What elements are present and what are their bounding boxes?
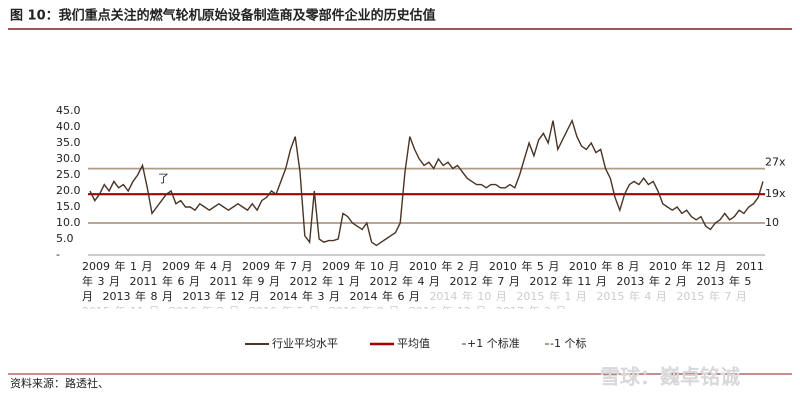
reference-label: 27x	[765, 156, 786, 169]
x-tick-label: 2009 年 7 月	[241, 260, 313, 273]
y-tick-label: 40.0	[56, 120, 81, 133]
y-tick-label: 5.0	[56, 232, 74, 245]
legend-label: -1 个标	[550, 336, 586, 350]
y-tick-label: 45.0	[56, 104, 81, 117]
x-tick-label: 2016 年 5 月	[249, 305, 319, 309]
x-tick-label: 2011 年 9 月	[209, 275, 280, 288]
x-tick-label: 2012 年 4 月	[369, 275, 440, 288]
legend-label: +1 个标准	[467, 336, 520, 350]
x-tick-label: 2015 年 11 月	[82, 305, 159, 309]
x-tick-label: 2010 年 5 月	[488, 260, 560, 273]
y-tick-label: 10.0	[56, 216, 81, 229]
source: 资料来源：路透社、	[10, 376, 109, 390]
y-tick-label: 35.0	[56, 136, 81, 149]
x-tick-label: 2011 年 3 月	[82, 260, 764, 288]
legend-label: 平均值	[397, 337, 430, 350]
x-tick-label: 2015 年 4 月	[596, 290, 667, 303]
x-tick-label: 2009 年 4 月	[161, 260, 233, 273]
x-tick-label: 2009 年 10 月	[321, 260, 400, 273]
y-tick-label: -	[56, 248, 60, 261]
x-tick-label: 2014 年 6 月	[349, 290, 420, 303]
x-tick-label: 2016 年 12 月	[409, 305, 486, 309]
x-tick-label: 2016 年 2 月	[169, 305, 239, 309]
x-tick-label: 2014 年 10 月	[429, 290, 507, 303]
x-tick-label: 2010 年 12 月	[648, 260, 727, 273]
watermark: 雪球：巍卓铭诚	[600, 365, 740, 389]
y-tick-label: 25.0	[56, 168, 81, 181]
x-tick-label: 2014 年 3 月	[269, 290, 340, 303]
reference-label: 10	[765, 216, 779, 229]
x-tick-label: 2016 年 9 月	[329, 305, 399, 309]
chart-title: 图 10：我们重点关注的燃气轮机原始设备制造商及零部件企业的历史估值	[10, 8, 436, 24]
x-tick-label: 2012 年 11 月	[529, 275, 607, 288]
x-tick-label: 2010 年 2 月	[408, 260, 480, 273]
x-tick-label: 2013 年 8 月	[102, 290, 173, 303]
y-tick-label: 15.0	[56, 200, 81, 213]
x-tick-label: 2012 年 1 月	[289, 275, 360, 288]
x-tick-label: 2013 年 2 月	[616, 275, 687, 288]
x-tick-label: 2017 年 3 月	[496, 305, 566, 309]
x-tick-label: 2015 年 1 月	[516, 290, 587, 303]
x-tick-label: 2010 年 8 月	[568, 260, 640, 273]
x-tick-label: 2009 年 1 月	[82, 260, 153, 273]
annotation: 了	[158, 172, 169, 185]
y-tick-label: 20.0	[56, 184, 81, 197]
data-line	[89, 118, 764, 247]
x-tick-label: 2013 年 12 月	[182, 290, 260, 303]
reference-label: 19x	[765, 187, 786, 200]
legend-label: 行业平均水平	[272, 337, 338, 350]
x-tick-label: 2015 年 7 月	[676, 290, 747, 303]
y-tick-label: 30.0	[56, 152, 81, 165]
x-axis-labels: 2009 年 1 月 2009 年 4 月 2009 年 7 月 2009 年 …	[82, 259, 768, 309]
x-tick-label: 2012 年 7 月	[449, 275, 520, 288]
x-tick-label: 2011 年 6 月	[129, 275, 200, 288]
x-tick-label: 2013 年 5 月	[82, 275, 752, 303]
